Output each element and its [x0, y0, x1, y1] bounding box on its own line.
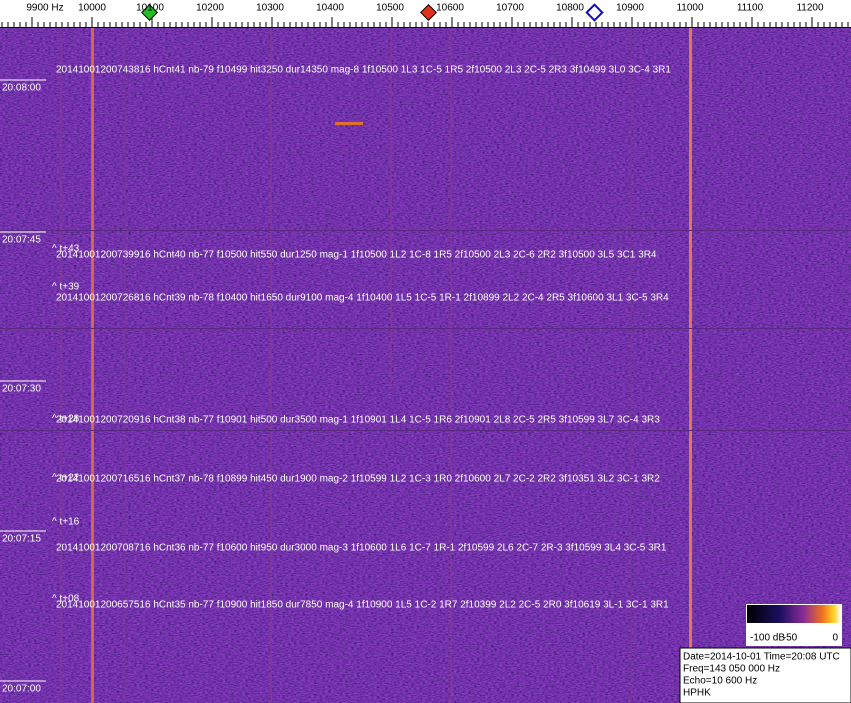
detection-line: 20141001200657516 hCnt35 nb-77 f10900 hi… — [56, 600, 669, 611]
colorbar — [747, 605, 841, 623]
event-marker: ^ t+43 — [52, 244, 80, 255]
trace — [270, 28, 272, 703]
trace — [91, 28, 94, 703]
freq-label: 10200 — [196, 3, 224, 14]
detection-line: 20141001200716516 hCnt37 nb-78 f10899 hi… — [56, 474, 660, 485]
time-label: 20:07:15 — [2, 534, 41, 545]
freq-label: 10100 — [136, 3, 164, 14]
h-line — [0, 328, 851, 329]
info-line: Freq=143 050 000 Hz — [683, 664, 780, 675]
detection-line: 20141001200720916 hCnt38 nb-77 f10901 hi… — [56, 415, 660, 426]
info-line: HPHK — [683, 688, 711, 699]
marker-blue[interactable] — [585, 3, 604, 22]
time-label: 20:07:00 — [2, 684, 41, 695]
waterfall-noise — [0, 28, 851, 703]
signal-traces — [0, 28, 851, 703]
info-line: Date=2014-10-01 Time=20:08 UTC — [683, 652, 840, 663]
trace — [60, 28, 62, 703]
echo — [335, 122, 363, 125]
time-label: 20:08:00 — [2, 83, 41, 94]
freq-label: 10300 — [256, 3, 284, 14]
event-marker: ^ t+22 — [52, 473, 80, 484]
freq-label: 10400 — [316, 3, 344, 14]
event-marker: ^ t+16 — [52, 517, 80, 528]
event-marker: ^ t+28 — [52, 414, 80, 425]
freq-label: 11100 — [737, 3, 764, 14]
freq-label: 10900 — [616, 3, 644, 14]
freq-label: 10700 — [496, 3, 524, 14]
h-line — [0, 430, 851, 431]
trace — [450, 28, 452, 703]
trace — [124, 28, 126, 703]
detection-line: 20141001200739916 hCnt40 nb-77 f10500 hi… — [56, 250, 657, 261]
time-label: 20:07:30 — [2, 384, 41, 395]
colorbar-label: -50 — [783, 633, 798, 644]
colorbar-label: 0 — [832, 633, 838, 644]
info-line: Echo=10 600 Hz — [683, 676, 757, 687]
marker-green[interactable] — [141, 4, 158, 21]
info-box — [679, 647, 851, 703]
time-label: 20:07:45 — [2, 235, 41, 246]
h-line — [0, 230, 851, 231]
ruler-ticks — [1, 17, 849, 27]
freq-label: 11200 — [796, 3, 824, 14]
marker-red[interactable] — [420, 4, 437, 21]
trace — [630, 28, 632, 703]
detection-line: 20141001200743816 hCnt41 nb-79 f10499 hi… — [56, 65, 671, 76]
freq-label: 10600 — [436, 3, 464, 14]
trace — [689, 28, 692, 703]
event-marker: ^ t+08 — [52, 594, 80, 605]
freq-label: 11000 — [676, 3, 704, 14]
freq-label: 9900 Hz — [26, 3, 63, 14]
colorbar-label: -100 dB — [750, 633, 785, 644]
detection-line: 20141001200708716 hCnt36 nb-77 f10600 hi… — [56, 543, 667, 554]
freq-label: 10000 — [78, 3, 106, 14]
event-marker: ^ t+39 — [52, 282, 80, 293]
freq-label: 10800 — [556, 3, 584, 14]
freq-label: 10500 — [376, 3, 404, 14]
detection-line: 20141001200726816 hCnt39 nb-78 f10400 hi… — [56, 293, 669, 304]
trace — [390, 28, 392, 388]
